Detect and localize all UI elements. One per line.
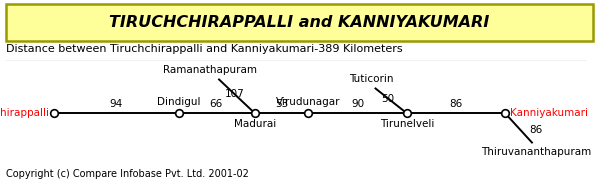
Text: Copyright (c) Compare Infobase Pvt. Ltd. 2001-02: Copyright (c) Compare Infobase Pvt. Ltd.… [6, 169, 249, 179]
Text: Kanniyakumari: Kanniyakumari [510, 108, 588, 118]
Text: 50: 50 [381, 94, 394, 104]
FancyBboxPatch shape [6, 4, 593, 41]
Text: 94: 94 [110, 99, 123, 109]
Text: 53: 53 [275, 99, 288, 109]
Text: Tirunelveli: Tirunelveli [380, 119, 434, 129]
Text: Tuticorin: Tuticorin [349, 74, 394, 84]
Text: Tiruchchirappalli: Tiruchchirappalli [0, 108, 49, 118]
Text: TIRUCHCHIRAPPALLI and KANNIYAKUMARI: TIRUCHCHIRAPPALLI and KANNIYAKUMARI [109, 15, 490, 30]
Text: Distance between Tiruchchirappalli and Kanniyakumari-389 Kilometers: Distance between Tiruchchirappalli and K… [6, 44, 403, 54]
Text: 90: 90 [351, 99, 364, 109]
Text: 66: 66 [210, 99, 223, 109]
Text: Ramanathapuram: Ramanathapuram [163, 65, 257, 75]
Text: Thiruvananthapuram: Thiruvananthapuram [481, 147, 592, 157]
Text: Madurai: Madurai [234, 119, 276, 129]
Text: Dindigul: Dindigul [157, 97, 201, 107]
Text: 86: 86 [449, 99, 462, 109]
Text: 86: 86 [530, 125, 543, 135]
Text: 107: 107 [225, 89, 245, 99]
Text: Virudunagar: Virudunagar [276, 97, 341, 107]
